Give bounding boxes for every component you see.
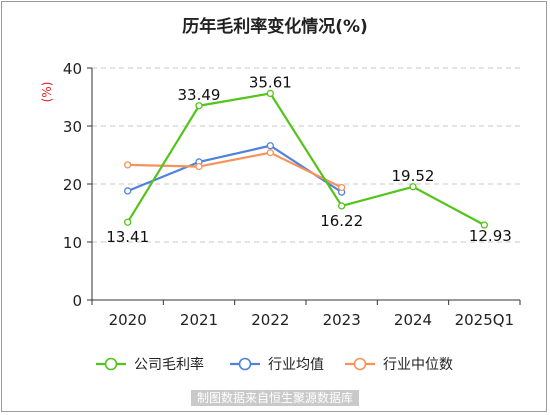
data-label: 19.52 bbox=[392, 167, 435, 185]
source-text: 制图数据来自恒生聚源数据库 bbox=[190, 390, 359, 406]
legend-marker bbox=[104, 357, 118, 371]
legend-label: 行业均值 bbox=[268, 357, 324, 373]
y-tick-label: 30 bbox=[63, 118, 82, 136]
legend-marker bbox=[238, 357, 252, 371]
data-point bbox=[266, 142, 274, 150]
series-line-0 bbox=[126, 92, 485, 226]
data-point bbox=[338, 202, 346, 210]
x-tick-label: 2022 bbox=[251, 311, 289, 329]
x-tick-label: 2024 bbox=[394, 311, 432, 329]
x-tick-label: 2023 bbox=[323, 311, 361, 329]
legend-label: 行业中位数 bbox=[383, 357, 453, 373]
data-label: 35.61 bbox=[249, 73, 292, 91]
data-label: 33.49 bbox=[178, 86, 221, 104]
x-tick-label: 2025Q1 bbox=[455, 311, 515, 329]
y-tick-label: 20 bbox=[63, 176, 82, 194]
x-tick-label: 2020 bbox=[109, 311, 147, 329]
y-tick-label: 40 bbox=[63, 60, 82, 78]
data-point bbox=[195, 102, 203, 110]
data-point bbox=[124, 161, 132, 169]
y-axis-label: (%) bbox=[40, 82, 54, 103]
source-note: 制图数据来自恒生聚源数据库 bbox=[0, 389, 550, 406]
data-point bbox=[266, 89, 274, 98]
chart-title: 历年毛利率变化情况(%) bbox=[182, 17, 368, 37]
data-point bbox=[266, 149, 274, 157]
x-tick-label: 2021 bbox=[180, 311, 218, 329]
data-label: 13.41 bbox=[106, 228, 149, 246]
legend-label: 公司毛利率 bbox=[134, 356, 204, 373]
legend-marker bbox=[353, 357, 367, 371]
data-point bbox=[409, 183, 417, 191]
data-point bbox=[124, 218, 132, 226]
y-tick-label: 10 bbox=[63, 234, 82, 252]
data-point bbox=[338, 183, 346, 192]
data-point bbox=[124, 187, 132, 195]
y-tick-label: 0 bbox=[72, 292, 82, 310]
data-point bbox=[195, 162, 203, 171]
data-label: 16.22 bbox=[320, 212, 363, 230]
data-point bbox=[480, 221, 488, 229]
data-label: 12.93 bbox=[469, 227, 512, 245]
